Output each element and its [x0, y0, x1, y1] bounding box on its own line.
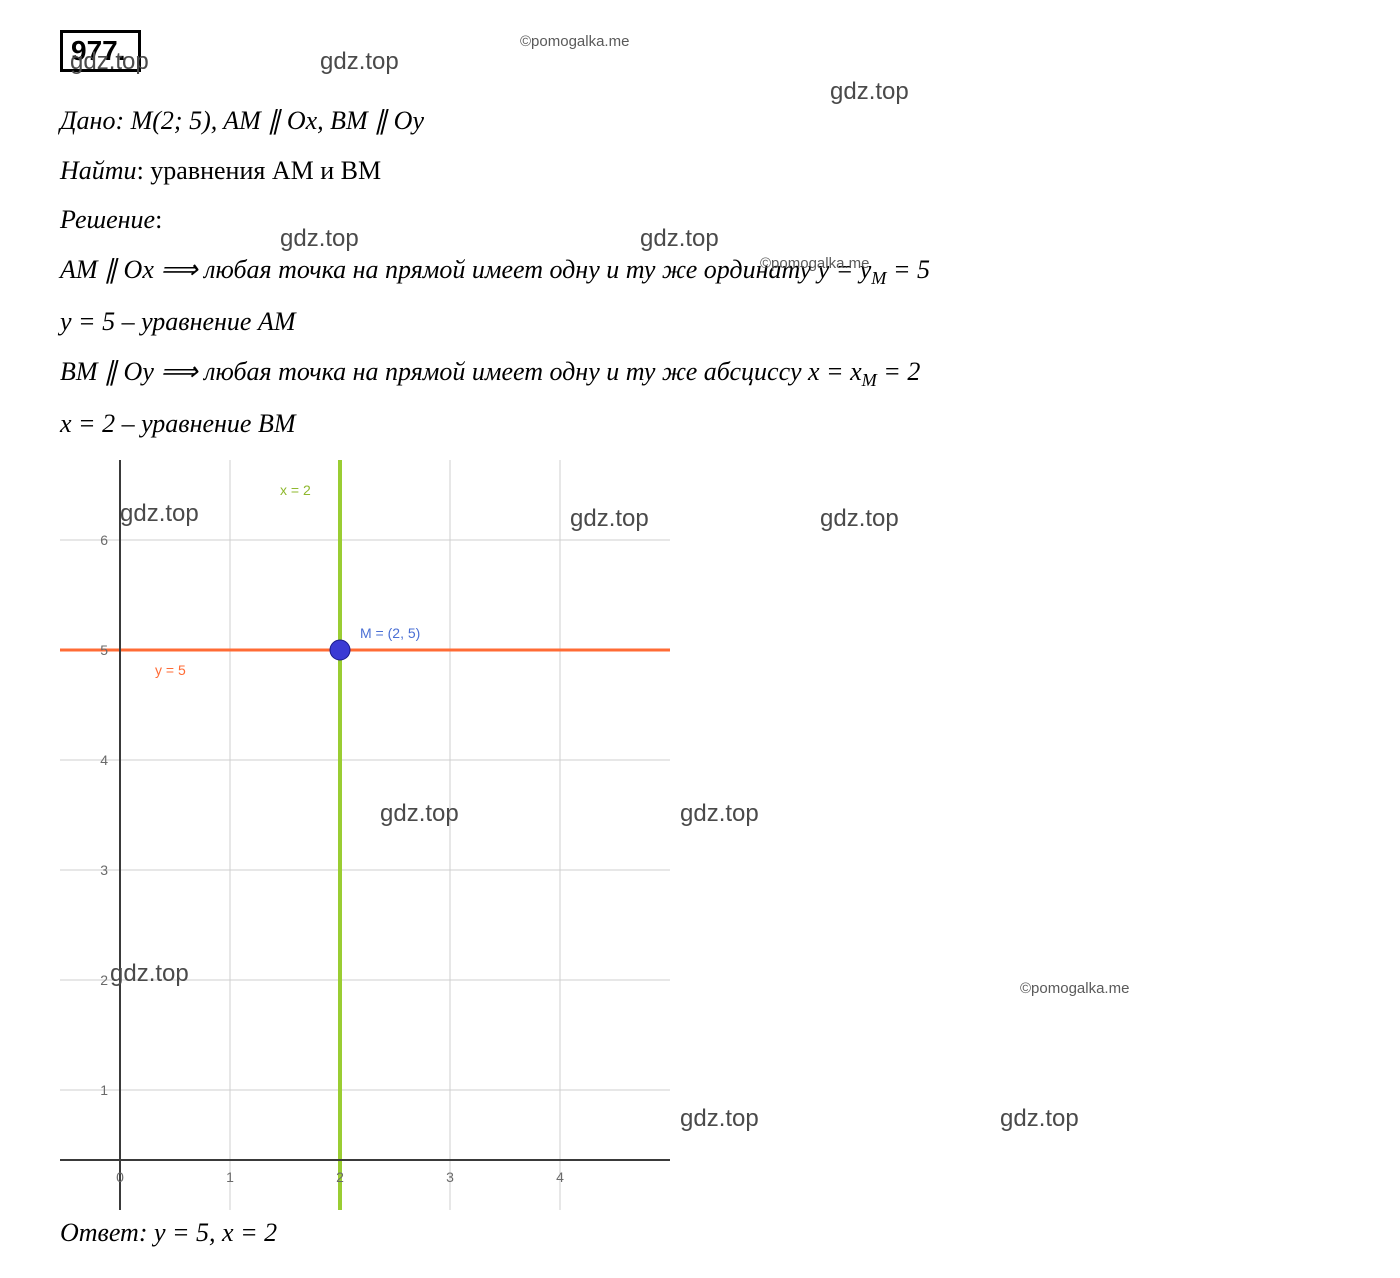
svg-text:M = (2, 5): M = (2, 5) — [360, 625, 420, 641]
svg-text:4: 4 — [556, 1169, 564, 1185]
given-line: Дано: M(2; 5), AM ∥ Ox, BM ∥ Oy — [60, 100, 1340, 142]
svg-text:1: 1 — [100, 1082, 108, 1098]
sol1b: y = y — [818, 255, 872, 284]
solution-line-3: BM ∥ Oy ⟹ любая точка на прямой имеет од… — [60, 351, 1340, 395]
answer-label: Ответ — [60, 1218, 139, 1247]
svg-text:4: 4 — [100, 752, 108, 768]
answer-value: : y = 5, x = 2 — [139, 1218, 277, 1247]
sol3c: = 2 — [877, 357, 921, 386]
sol1sub: M — [871, 268, 886, 288]
svg-text:6: 6 — [100, 532, 108, 548]
solution-line-1: AM ∥ Ox ⟹ любая точка на прямой имеет од… — [60, 249, 1340, 293]
solution-line-4: x = 2 – уравнение BM — [60, 403, 1340, 445]
watermark-gdz: gdz.top — [820, 505, 899, 533]
sol3b: x = x — [808, 357, 862, 386]
sol4: x = 2 – уравнение BM — [60, 409, 296, 438]
sol3a: BM ∥ Oy ⟹ любая точка на прямой имеет од… — [60, 357, 808, 386]
given-label: Дано — [60, 106, 115, 135]
problem-number: 977. — [71, 35, 126, 66]
watermark-gdz: gdz.top — [320, 48, 399, 76]
answer-line: Ответ: y = 5, x = 2 — [60, 1218, 1340, 1248]
svg-text:y = 5: y = 5 — [155, 662, 186, 678]
watermark-gdz: gdz.top — [1000, 1105, 1079, 1133]
solution-line-2: y = 5 – уравнение AM — [60, 301, 1340, 343]
chart-svg: 0 1 2 3 4 1 2 3 4 5 6 y = 5 x = 2 M = (2, 5) — [60, 460, 670, 1210]
svg-text:0: 0 — [116, 1169, 124, 1185]
watermark-pomogalka: ©pomogalka.me — [520, 33, 629, 50]
page-root: 977. Дано: M(2; 5), AM ∥ Ox, BM ∥ Oy Най… — [0, 0, 1400, 1278]
svg-text:3: 3 — [446, 1169, 454, 1185]
watermark-gdz: gdz.top — [680, 1105, 759, 1133]
problem-number-box: 977. — [60, 30, 141, 72]
coordinate-chart: 0 1 2 3 4 1 2 3 4 5 6 y = 5 x = 2 M = (2, 5) — [60, 460, 670, 1210]
svg-text:2: 2 — [336, 1169, 344, 1185]
solution-label-line: Решение: — [60, 199, 1340, 241]
watermark-gdz: gdz.top — [680, 800, 759, 828]
solution-label: Решение — [60, 205, 155, 234]
svg-text:1: 1 — [226, 1169, 234, 1185]
sol1a: AM ∥ Ox ⟹ любая точка на прямой имеет од… — [60, 255, 818, 284]
sol3sub: M — [862, 370, 877, 390]
find-line: Найти: уравнения AM и BM — [60, 150, 1340, 192]
find-label: Найти — [60, 156, 137, 185]
given-value: : M(2; 5), AM ∥ Ox, BM ∥ Oy — [115, 106, 424, 135]
svg-text:5: 5 — [100, 642, 108, 658]
svg-text:2: 2 — [100, 972, 108, 988]
sol2: y = 5 – уравнение AM — [60, 307, 296, 336]
svg-text:3: 3 — [100, 862, 108, 878]
sol1c: = 5 — [886, 255, 930, 284]
watermark-pomogalka: ©pomogalka.me — [1020, 980, 1129, 997]
find-value: : уравнения AM и BM — [137, 156, 382, 185]
svg-text:x = 2: x = 2 — [280, 482, 311, 498]
